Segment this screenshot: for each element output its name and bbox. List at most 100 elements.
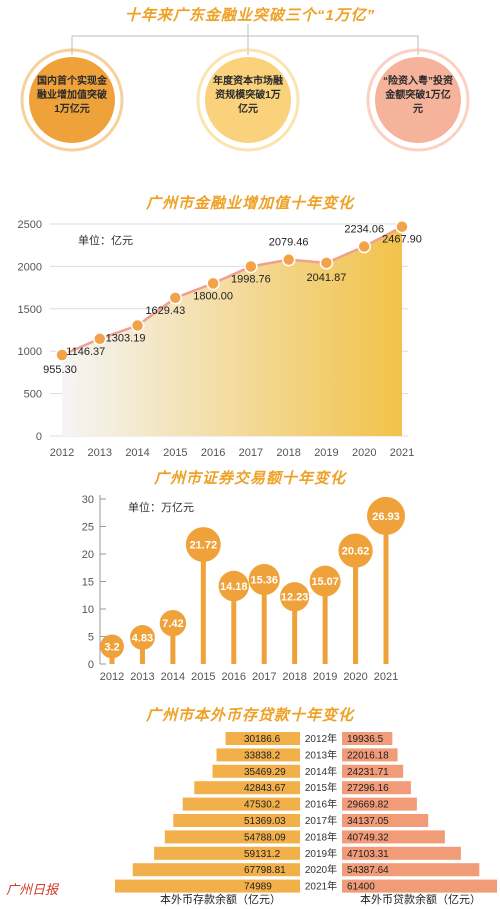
- loan-bar: [342, 814, 429, 827]
- deposit-bar: [173, 814, 300, 827]
- deposit-loan-chart: 30186.6 2012年 19936.5 33838.2 2013年 22016.18 3…: [115, 732, 497, 893]
- data-label: 1800.00: [193, 290, 233, 302]
- bar-head: [218, 570, 249, 602]
- bar-stem: [231, 586, 237, 664]
- x-tick-label: 2021: [390, 447, 414, 459]
- deposit-label: 59131.2: [244, 849, 281, 860]
- x-tick-label: 2015: [191, 671, 215, 683]
- bar-head: [185, 527, 221, 562]
- bar-stem: [322, 581, 328, 664]
- x-tick-label: 2012: [50, 447, 74, 459]
- deposit-label: 54788.09: [244, 832, 286, 843]
- loan-label: 19936.5: [347, 734, 384, 745]
- y-tick-label: 0: [36, 431, 42, 443]
- data-label: 7.42: [162, 618, 183, 630]
- deposit-label: 33838.2: [244, 750, 281, 761]
- year-label: 2018年: [305, 830, 337, 843]
- deposit-bar: [115, 879, 300, 893]
- data-label: 1629.43: [145, 305, 185, 317]
- bar-stem: [139, 637, 145, 664]
- loan-bar: [342, 748, 398, 762]
- year-label: 2021年: [305, 880, 337, 893]
- year-label: 2020年: [305, 863, 337, 876]
- year-label: 2012年: [305, 732, 337, 745]
- data-point: [244, 259, 258, 274]
- deposit-bar: [164, 830, 300, 844]
- chart2-unit: 单位：万亿元: [128, 500, 194, 514]
- year-label: 2014年: [305, 765, 337, 778]
- chart2-title: 广州市证券交易额十年变化: [153, 470, 346, 487]
- x-tick-label: 2019: [313, 671, 337, 683]
- bar-head: [338, 533, 373, 568]
- x-tick-label: 2013: [130, 671, 154, 683]
- deposit-bar: [154, 846, 300, 860]
- x-tick-label: 2015: [163, 447, 187, 459]
- series-line: [61, 225, 403, 357]
- milestone-1: 国内首个实现金融业增加值突破1万亿元: [29, 57, 115, 143]
- y-tick-label: 2500: [18, 219, 42, 231]
- deposit-label: 74989: [244, 882, 272, 893]
- loan-bar: [342, 846, 461, 860]
- x-tick-label: 2018: [276, 447, 300, 459]
- x-tick-label: 2014: [161, 671, 185, 683]
- data-label: 21.72: [190, 540, 218, 552]
- loan-label: 29669.82: [347, 800, 389, 811]
- loan-label: 22016.18: [347, 750, 389, 761]
- y-tick-label: 0: [88, 659, 94, 671]
- chart1-title: 广州市金融业增加值十年变化: [145, 195, 354, 212]
- y-tick-label: 2000: [18, 261, 42, 273]
- loan-bar: [342, 764, 404, 778]
- x-tick-label: 2019: [314, 447, 338, 459]
- data-point: [130, 318, 145, 333]
- data-point: [168, 291, 183, 305]
- data-label: 14.18: [220, 581, 248, 593]
- x-tick-label: 2013: [88, 447, 112, 459]
- y-tick-label: 25: [82, 522, 94, 534]
- data-point: [357, 239, 371, 254]
- bar-head: [309, 565, 341, 597]
- bar-stem: [200, 544, 206, 664]
- data-label: 15.07: [311, 576, 339, 588]
- x-tick-label: 2020: [343, 671, 367, 683]
- year-label: 2015年: [305, 781, 337, 794]
- loan-bar: [342, 732, 393, 745]
- deposit-bar: [225, 732, 300, 745]
- loan-label: 47103.31: [347, 849, 389, 860]
- bar-stem: [170, 623, 176, 664]
- milestone-3: “险资入粤”投资金额突破1万亿元: [375, 57, 461, 143]
- year-label: 2016年: [305, 798, 337, 811]
- x-tick-label: 2014: [125, 447, 149, 459]
- data-label: 15.36: [250, 575, 278, 587]
- milestone-2: 年度资本市场融资规模突破1万亿元: [205, 57, 291, 143]
- year-label: 2013年: [305, 748, 337, 761]
- data-label: 1146.37: [66, 346, 105, 358]
- bar-stem: [353, 550, 359, 664]
- loan-label: 24231.71: [347, 767, 389, 778]
- bar-head: [248, 563, 280, 596]
- deposit-label: 47530.2: [244, 800, 281, 811]
- data-label: 2467.90: [382, 234, 422, 246]
- loan-bar: [342, 797, 417, 811]
- securities-chart: 0 5 10 15 20 25 30 2012 2013 2014 2015 2016 2017 2018…: [82, 494, 405, 683]
- y-tick-label: 10: [82, 604, 94, 616]
- data-point: [206, 276, 220, 291]
- data-label: 2041.87: [307, 272, 347, 284]
- newspaper-logo: 广州日报: [6, 883, 59, 898]
- data-label: 2234.06: [344, 224, 384, 236]
- deposit-label: 35469.29: [244, 767, 286, 778]
- loan-bar: [342, 781, 411, 795]
- chart1-unit: 单位：亿元: [78, 233, 133, 247]
- y-tick-label: 20: [82, 549, 94, 561]
- bar-stem: [383, 515, 389, 664]
- loan-label: 34137.05: [347, 816, 389, 827]
- data-point: [395, 219, 409, 234]
- x-tick-label: 2018: [282, 671, 306, 683]
- loan-series-label: 本外币贷款余额（亿元）: [360, 894, 481, 906]
- x-tick-label: 2016: [201, 447, 225, 459]
- year-label: 2019年: [305, 847, 337, 860]
- y-tick-label: 500: [24, 389, 42, 401]
- bar-stem: [261, 579, 267, 664]
- milestone-2-text: 年度资本市场融资规模突破1万亿元: [213, 76, 283, 115]
- data-point: [319, 256, 334, 270]
- milestone-3-text: “险资入粤”投资金额突破1万亿元: [383, 76, 453, 115]
